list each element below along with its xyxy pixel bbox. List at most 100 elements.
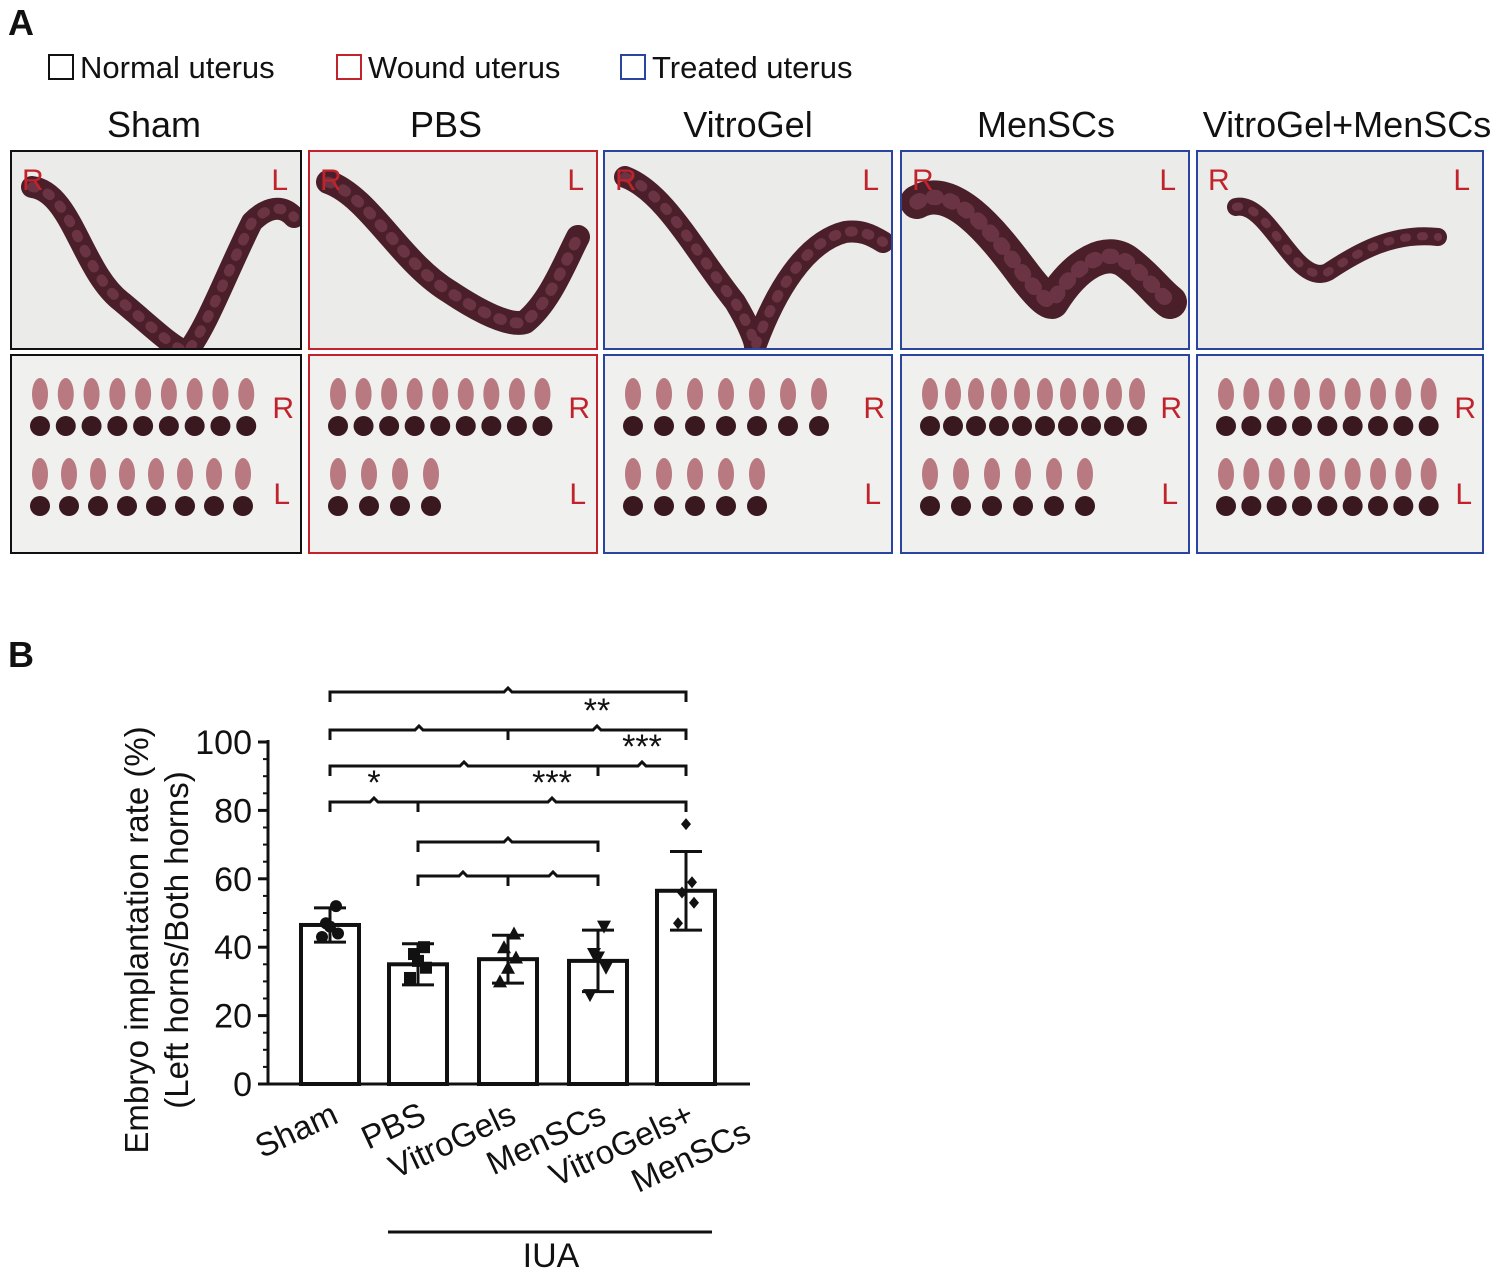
embryo [922,458,938,490]
placenta [421,496,441,516]
placenta [1342,496,1363,516]
left-horn-label: L [271,164,288,197]
uterus-highlight [620,172,888,348]
placenta [1368,496,1388,516]
embryo [148,458,164,490]
legend-swatch-wound [336,54,362,80]
embryo [392,458,408,490]
placenta [1104,416,1124,436]
legend-label-normal: Normal uterus [80,50,275,85]
embryo [83,378,100,410]
placenta [1013,496,1033,516]
significance-bracket [416,869,510,886]
y-tick-label: 20 [214,998,252,1036]
data-point [509,950,523,964]
placenta [1241,416,1262,436]
uterus-highlight [909,189,1178,310]
embryo [687,458,703,490]
panel-a-letter: A [8,2,34,43]
placenta [1393,416,1414,436]
significance-bracket [328,795,420,812]
significance-bracket [328,685,688,702]
embryo [749,378,765,410]
placenta [1292,496,1312,516]
placenta [55,416,76,436]
placenta [328,496,348,516]
embryo [206,458,222,490]
placenta [532,416,553,436]
data-point [597,920,611,934]
embryo [1370,378,1386,410]
embryo-rows [1216,378,1439,516]
placenta [1292,416,1312,436]
data-point [332,927,344,940]
data-point [316,930,328,943]
data-point [324,920,336,933]
embryo [508,378,525,410]
embryo [945,378,961,410]
uterus-horn [902,180,1187,319]
data-point [583,989,597,1003]
panel-b-letter: B [8,634,34,675]
y-axis-label-line2: (Left horns/Both horns) [158,771,195,1109]
embryo [1077,458,1093,490]
group-title-vitrogel-mensc: VitroGel+MenSCs [1202,104,1492,145]
significance-bracket [416,835,600,852]
placenta [1418,496,1439,516]
placenta [1393,496,1414,516]
placenta [30,496,50,516]
y-tick-label: 60 [214,861,252,899]
placenta [654,416,674,436]
embryo [119,458,135,490]
embryo [1060,378,1076,410]
embryo [1395,458,1412,490]
embryo [1420,458,1437,490]
data-point [599,961,613,975]
embryo [718,378,734,410]
uterus-highlight [322,176,584,329]
placenta [623,416,643,436]
embryo [381,378,398,410]
significance-label: * [367,764,380,802]
placenta [1058,416,1078,436]
embryo [1083,378,1099,410]
placenta [1044,496,1064,516]
data-point [493,974,507,988]
embryo-rows [623,378,829,516]
legend-normal-uterus: Normal uterus [48,50,275,86]
y-tick-label: 0 [233,1066,252,1104]
embryo-rows [328,378,553,516]
placenta [146,496,166,516]
embryo [749,458,765,490]
legend-wound-uterus: Wound uterus [336,50,560,86]
embryo [991,378,1007,410]
embryo [1129,378,1145,410]
embryo [953,458,969,490]
right-horn-label: R [1160,392,1182,425]
embryo [212,378,229,410]
placenta [920,416,940,436]
placenta [107,416,128,436]
left-horn-label: L [1453,164,1470,197]
placenta [989,416,1009,436]
embryo [61,458,77,490]
legend-treated-uterus: Treated uterus [620,50,852,86]
right-horn-label: R [912,164,934,197]
embryo [483,378,500,410]
left-horn-label: L [567,164,584,197]
embryo [687,378,703,410]
significance-bracket [506,723,688,740]
placenta [716,496,736,516]
group-title-mensc: MenSCs [976,104,1116,145]
embryo [135,378,152,410]
embryo [1420,378,1437,410]
data-point [677,886,687,899]
placenta [359,496,379,516]
embryo [1037,378,1053,410]
right-horn-label: R [568,392,590,425]
